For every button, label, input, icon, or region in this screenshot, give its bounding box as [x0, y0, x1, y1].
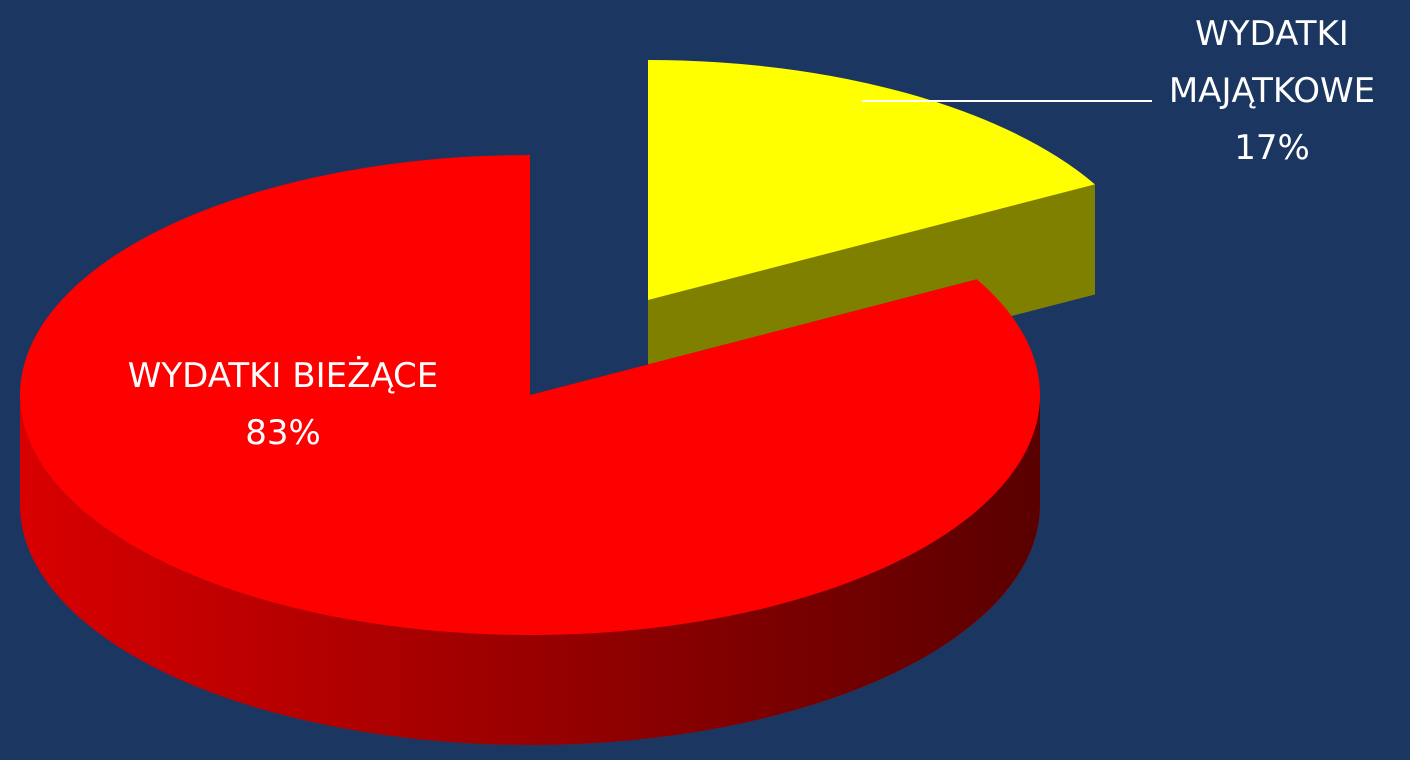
- category-label: WYDATKI BIEŻĄCE: [127, 356, 439, 396]
- slice-side-shade: [20, 395, 1040, 745]
- slice-top: [19, 155, 1040, 635]
- slice-label: WYDATKI MAJĄTKOWE 17%: [1132, 6, 1410, 177]
- slice-top: [648, 60, 1095, 300]
- category-label: WYDATKI MAJĄTKOWE: [1168, 14, 1376, 111]
- value-label: 83%: [245, 413, 321, 453]
- slices: [19, 60, 1095, 745]
- value-label: 17%: [1234, 128, 1310, 168]
- slice-label: WYDATKI BIEŻĄCE 83%: [33, 348, 533, 462]
